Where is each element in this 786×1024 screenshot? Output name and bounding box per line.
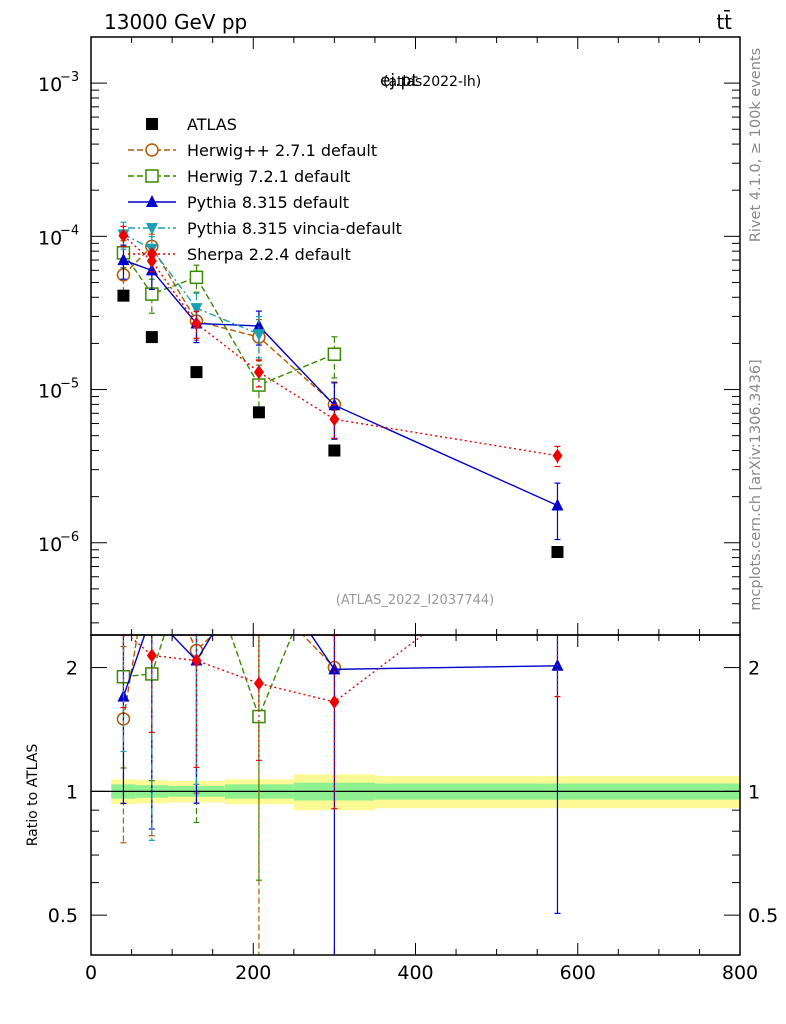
legend-entry: Herwig++ 2.7.1 default (128, 141, 377, 160)
legend-marker (145, 143, 159, 157)
ratio-series-line (122, 635, 335, 720)
ratio-series-point (190, 616, 202, 628)
y-tick-label: 10 (38, 534, 62, 556)
ratio-series-point (328, 662, 341, 675)
legend-entry: Herwig 7.2.1 default (128, 167, 350, 186)
legend-marker (147, 247, 157, 261)
ratio-series-point (328, 525, 340, 537)
mcplots-label: mcplots.cern.ch [arXiv:1306.3436] (748, 359, 764, 610)
ratio-y-tick-label: 0.5 (48, 905, 78, 927)
legend-entry: Pythia 8.315 vincia-default (128, 219, 402, 238)
ratio-y-tick-label: 2 (748, 658, 760, 680)
ratio-frame (90, 634, 741, 956)
ratio-y-tick-label: 1 (66, 781, 78, 803)
series-point (329, 412, 340, 427)
atlas-data-point (117, 289, 130, 302)
legend-label: Herwig++ 2.7.1 default (187, 141, 377, 160)
y-tick-exponent: −5 (60, 377, 79, 392)
legend-entry: Sherpa 2.2.4 default (128, 245, 351, 264)
series-line (122, 235, 558, 457)
x-tick-label: 200 (235, 962, 271, 984)
x-tick-label: 400 (397, 962, 433, 984)
main-panel: 10−610−510−410−3 ej.pt (atlas2022-lh) (A… (38, 36, 741, 636)
ratio-series-line (127, 635, 424, 703)
y-tick-label: 10 (38, 227, 62, 249)
ratio-series-line (123, 553, 258, 628)
atlas-data-point (328, 444, 341, 457)
y-tick-exponent: −4 (60, 223, 79, 238)
ratio-series-point (253, 579, 265, 591)
series-line (123, 259, 558, 507)
series-point (327, 347, 342, 361)
ratio-series-point (329, 694, 340, 709)
atlas-data-point (551, 546, 564, 559)
series-point (118, 228, 129, 243)
legend-label: Herwig 7.2.1 default (187, 167, 350, 186)
x-tick-labels: 0 200 400 600 800 (85, 962, 758, 984)
ratio-series-point (253, 551, 265, 563)
atlas-data-point (145, 331, 158, 344)
ratio-ylabel: Ratio to ATLAS (25, 744, 41, 847)
ratio-series-point (253, 583, 265, 595)
series-point (551, 498, 564, 511)
x-tick-label: 800 (722, 962, 758, 984)
ratio-series-point (190, 529, 202, 541)
energy-label: 13000 GeV pp (104, 10, 247, 34)
atlas-data-point (190, 366, 203, 379)
legend-marker (146, 195, 158, 207)
series-point (253, 365, 264, 380)
series-point (190, 303, 203, 316)
ratio-y-tick-label: 2 (66, 658, 78, 680)
y-tick-exponent: −6 (60, 530, 79, 545)
ratio-series-point (253, 676, 264, 691)
legend-marker (146, 223, 158, 235)
legend: ATLAS Herwig++ 2.7.1 default Herwig 7.2.1 … (128, 115, 402, 264)
legend-label: Sherpa 2.2.4 default (187, 245, 351, 264)
rivet-label: Rivet 4.1.0, ≥ 100k events (748, 48, 764, 242)
series-point (189, 270, 204, 285)
legend-label: Pythia 8.315 default (187, 193, 349, 212)
chart-subtitle: (atlas2022-lh) (383, 74, 481, 90)
ratio-y-tick-label: 0.5 (748, 905, 778, 927)
series-line (123, 233, 260, 335)
y-tick-label: 10 (38, 381, 62, 403)
ratio-series-point (146, 542, 158, 554)
ratio-series-point (146, 548, 158, 560)
legend-label: Pythia 8.315 vincia-default (187, 219, 402, 238)
y-tick-label: 10 (38, 74, 62, 96)
process-label: tt̄ (716, 9, 732, 34)
analysis-id: (ATLAS_2022_I2037744) (336, 593, 494, 608)
series-point (252, 329, 265, 342)
x-tick-label: 600 (560, 962, 596, 984)
chart-title: ej.pt (380, 71, 418, 91)
series-point (252, 318, 265, 331)
series-point (117, 253, 130, 266)
ratio-y-tick-label: 1 (748, 781, 760, 803)
legend-marker (145, 169, 159, 183)
x-tick-label: 0 (85, 962, 97, 984)
legend-entry: Pythia 8.315 default (128, 193, 349, 212)
series-point (191, 316, 202, 331)
ratio-series-point (191, 653, 202, 668)
legend-entry: ATLAS (146, 115, 237, 134)
ratio-panel: 0.5 0.5 1 1 2 2 Ratio to ATLAS (25, 525, 778, 956)
y-tick-exponent: −3 (60, 70, 79, 85)
atlas-data-point (252, 406, 265, 419)
legend-marker (146, 118, 158, 130)
ratio-series-point (117, 623, 129, 635)
series-point (552, 448, 563, 463)
legend-label: ATLAS (187, 115, 237, 134)
ratio-series-line (122, 635, 558, 697)
ratio-series-line (123, 635, 293, 719)
ratio-series-point (146, 648, 157, 663)
ratio-series-point (146, 607, 158, 619)
